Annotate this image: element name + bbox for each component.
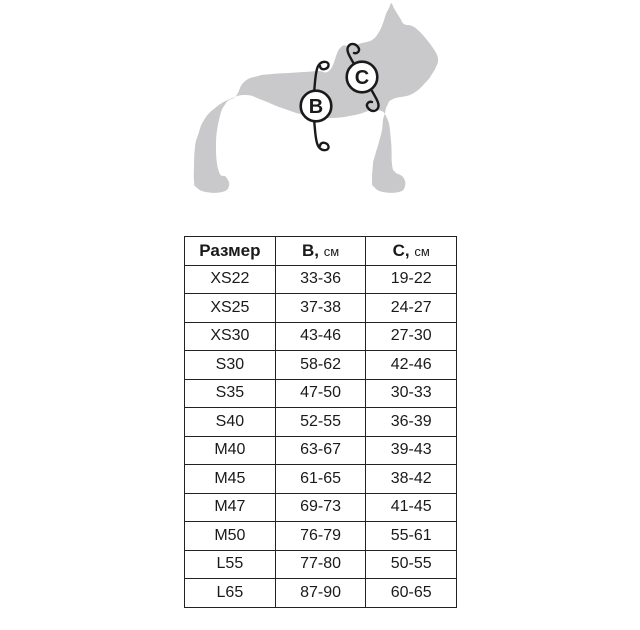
svg-text:C: C [355,67,369,89]
svg-text:B: B [309,96,323,118]
